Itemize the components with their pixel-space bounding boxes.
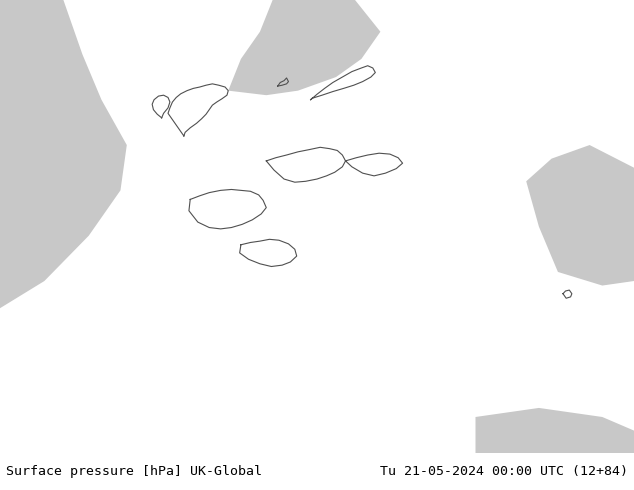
Polygon shape [476,408,634,453]
Polygon shape [0,0,127,318]
Text: Surface pressure [hPa] UK-Global: Surface pressure [hPa] UK-Global [6,465,262,478]
Polygon shape [228,0,380,95]
Text: Tu 21-05-2024 00:00 UTC (12+84): Tu 21-05-2024 00:00 UTC (12+84) [380,465,628,478]
Polygon shape [526,145,634,286]
